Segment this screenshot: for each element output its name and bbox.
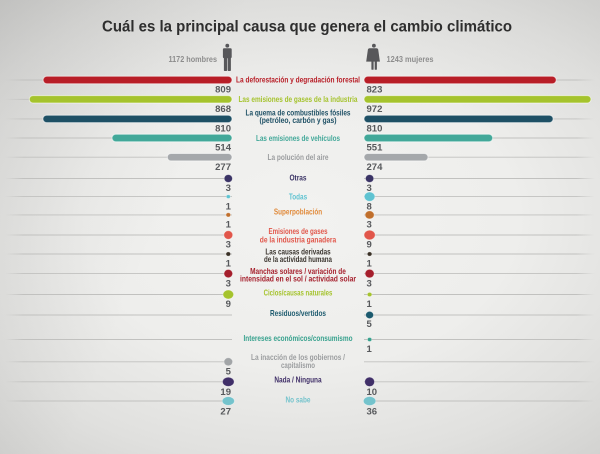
svg-text:de la industria ganadera: de la industria ganadera bbox=[260, 235, 337, 245]
svg-text:27: 27 bbox=[220, 407, 231, 417]
svg-text:3: 3 bbox=[226, 240, 231, 250]
svg-text:Residuos/vertidos: Residuos/vertidos bbox=[270, 308, 326, 318]
svg-text:5: 5 bbox=[367, 319, 372, 329]
svg-text:capitalismo: capitalismo bbox=[281, 360, 315, 370]
svg-text:972: 972 bbox=[367, 104, 383, 114]
svg-text:3: 3 bbox=[367, 183, 372, 193]
svg-text:Manchas solares / variación de: Manchas solares / variación de bbox=[250, 266, 346, 276]
svg-text:8: 8 bbox=[367, 201, 372, 211]
svg-text:36: 36 bbox=[367, 407, 378, 417]
svg-text:No sabe: No sabe bbox=[286, 395, 311, 405]
svg-text:1: 1 bbox=[226, 201, 231, 211]
svg-text:Las causas derivadas: Las causas derivadas bbox=[265, 246, 331, 256]
svg-text:La quema de combustibles fósil: La quema de combustibles fósiles bbox=[246, 107, 351, 117]
svg-text:10: 10 bbox=[367, 387, 378, 397]
svg-text:Las emisiones de gases de la i: Las emisiones de gases de la industria bbox=[239, 94, 358, 104]
svg-text:La polución del aire: La polución del aire bbox=[268, 152, 329, 162]
svg-text:1172 hombres: 1172 hombres bbox=[169, 55, 218, 64]
svg-text:3: 3 bbox=[367, 220, 372, 230]
svg-text:1: 1 bbox=[226, 259, 231, 269]
svg-text:La inacción de los gobiernos /: La inacción de los gobiernos / bbox=[251, 352, 345, 362]
svg-text:5: 5 bbox=[226, 367, 231, 377]
svg-text:intensidad en el sol / activid: intensidad en el sol / actividad solar bbox=[240, 274, 357, 284]
svg-text:Otras: Otras bbox=[289, 172, 306, 182]
svg-text:274: 274 bbox=[367, 162, 384, 172]
svg-text:Intereses económicos/consumism: Intereses económicos/consumismo bbox=[244, 333, 353, 343]
svg-text:La deforestación y degradación: La deforestación y degradación forestal bbox=[236, 74, 360, 84]
svg-text:823: 823 bbox=[367, 85, 383, 95]
svg-text:809: 809 bbox=[215, 85, 231, 95]
svg-text:de la actividad humana: de la actividad humana bbox=[264, 254, 332, 264]
svg-text:9: 9 bbox=[367, 240, 372, 250]
svg-text:3: 3 bbox=[226, 278, 231, 288]
svg-text:810: 810 bbox=[215, 124, 231, 134]
svg-text:19: 19 bbox=[220, 387, 231, 397]
svg-text:Todas: Todas bbox=[289, 192, 307, 202]
svg-text:1: 1 bbox=[226, 220, 231, 230]
svg-text:1243 mujeres: 1243 mujeres bbox=[387, 55, 435, 64]
svg-text:9: 9 bbox=[226, 299, 231, 309]
svg-text:1: 1 bbox=[367, 259, 372, 269]
svg-text:1: 1 bbox=[367, 344, 372, 354]
svg-text:Las emisiones de vehículos: Las emisiones de vehículos bbox=[256, 133, 340, 143]
svg-text:3: 3 bbox=[226, 183, 231, 193]
svg-text:3: 3 bbox=[367, 278, 372, 288]
svg-text:1: 1 bbox=[367, 299, 372, 309]
svg-text:868: 868 bbox=[215, 104, 231, 114]
svg-text:810: 810 bbox=[367, 124, 383, 134]
svg-text:277: 277 bbox=[215, 162, 231, 172]
svg-text:Superpoblación: Superpoblación bbox=[274, 207, 322, 217]
svg-text:Nada / Ninguna: Nada / Ninguna bbox=[274, 374, 322, 384]
svg-text:(petróleo, carbón y gas): (petróleo, carbón y gas) bbox=[260, 115, 337, 125]
svg-text:Ciclos/causas naturales: Ciclos/causas naturales bbox=[264, 287, 333, 297]
svg-text:Cuál es la principal causa que: Cuál es la principal causa que genera el… bbox=[102, 19, 512, 36]
svg-text:Emisiones de gases: Emisiones de gases bbox=[269, 226, 328, 236]
svg-text:514: 514 bbox=[215, 143, 232, 153]
svg-text:551: 551 bbox=[367, 143, 383, 153]
